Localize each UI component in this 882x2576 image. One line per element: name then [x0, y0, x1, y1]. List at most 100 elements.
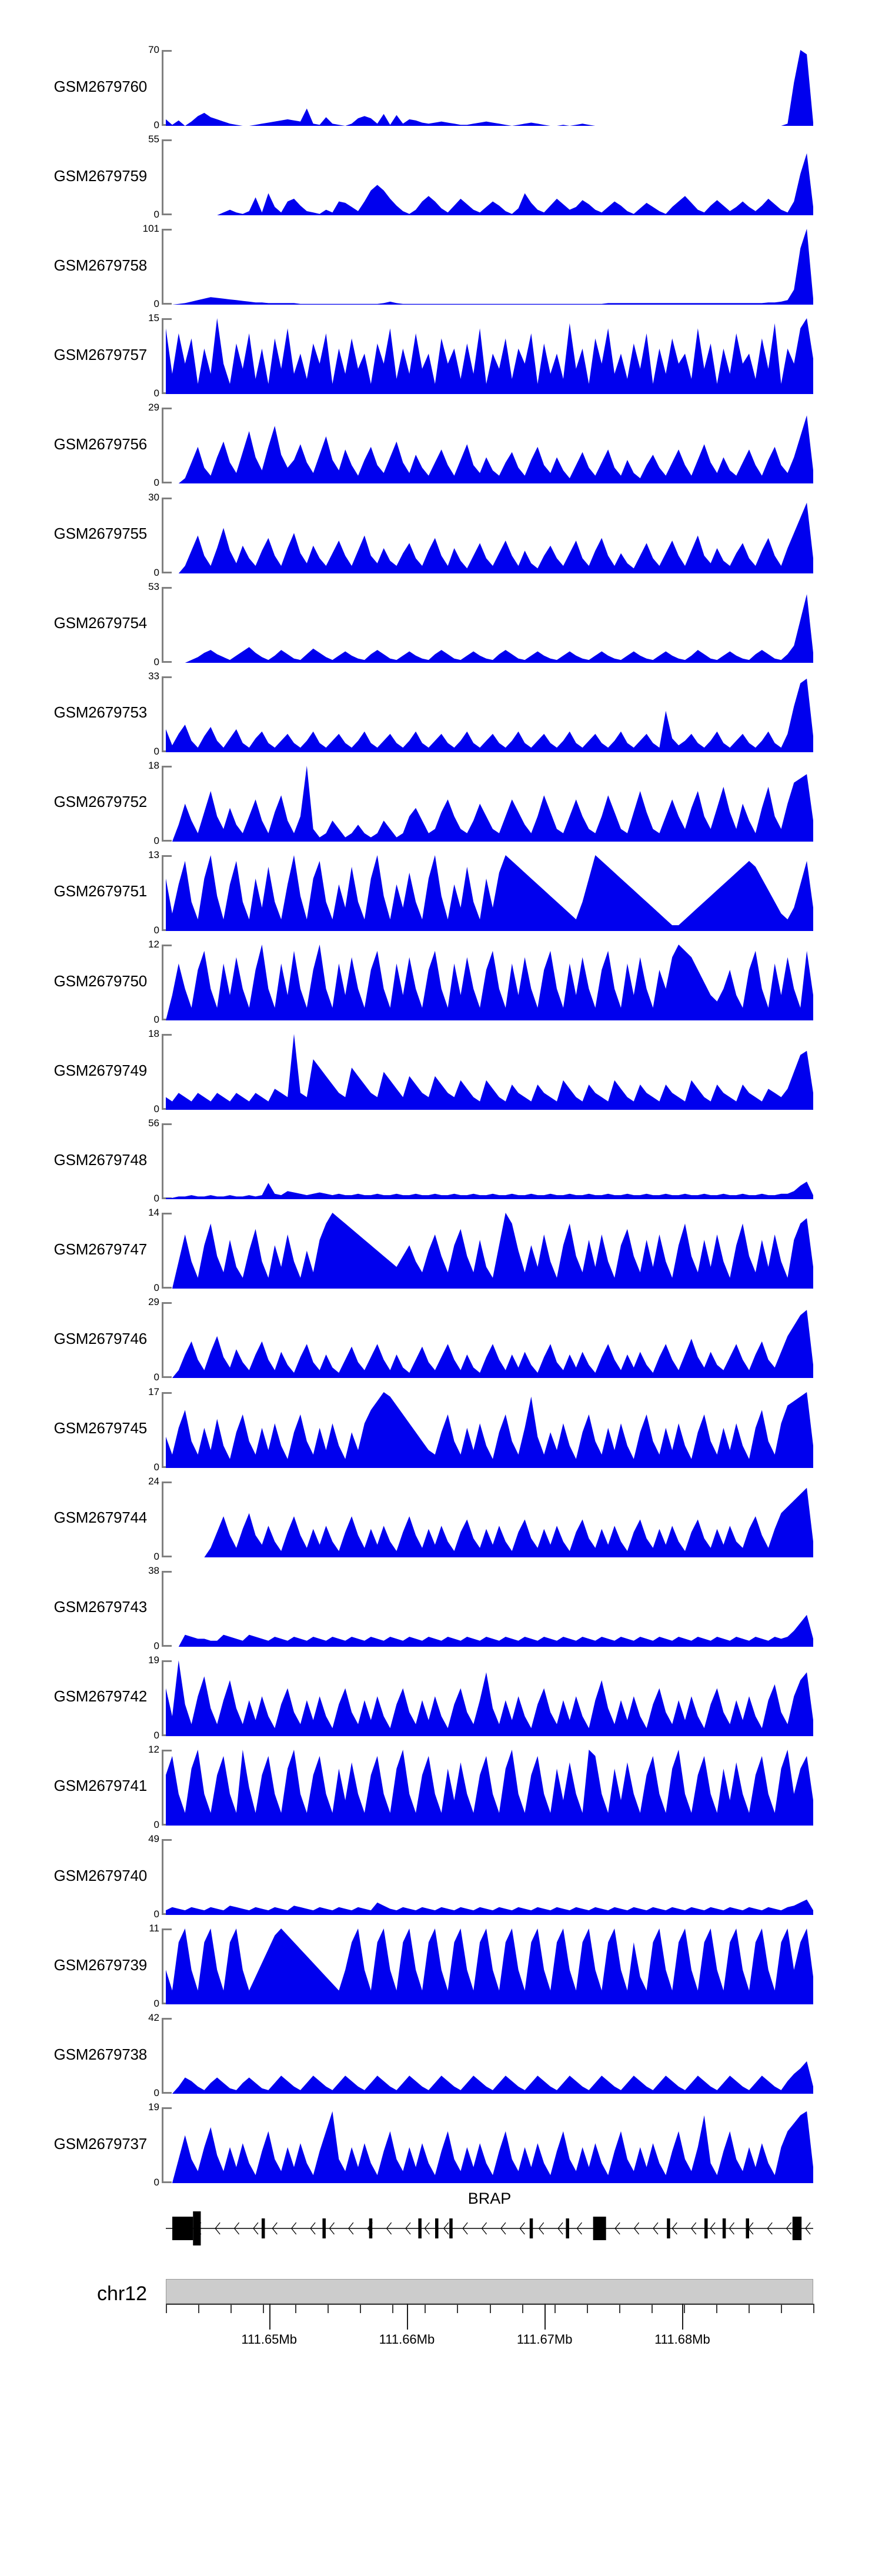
track-sample-label: GSM2679743 [54, 1598, 148, 1616]
y-axis-max-label: 19 [148, 1654, 159, 1666]
y-axis-tick-max [162, 855, 172, 857]
coverage-area [166, 50, 813, 126]
y-axis-max-label: 11 [149, 1923, 159, 1934]
track-sample-label: GSM2679737 [54, 2134, 148, 2153]
y-axis-tick-zero [162, 482, 172, 484]
y-axis-tick-max [162, 1928, 172, 1931]
axis-major-tick [682, 2304, 684, 2330]
track-sample-label: GSM2679741 [54, 1777, 148, 1795]
y-axis-max-label: 33 [148, 670, 159, 682]
y-axis-line [162, 1928, 163, 2005]
chromosome-label: chr12 [96, 2283, 147, 2305]
y-axis-tick-zero [162, 213, 172, 216]
ideogram-bar[interactable] [166, 2279, 813, 2304]
y-axis-line [162, 408, 163, 484]
y-axis-min-label: 0 [153, 924, 159, 936]
y-axis-min-label: 0 [153, 566, 159, 578]
y-axis-tick-max [162, 50, 172, 52]
y-axis-min-label: 0 [153, 2087, 159, 2099]
track-sample-label: GSM2679752 [54, 793, 148, 811]
y-axis-tick-max [162, 945, 172, 946]
y-axis-line [162, 765, 163, 842]
y-axis-max-label: 49 [148, 1833, 159, 1844]
y-axis-line [162, 586, 163, 663]
y-axis-max-label: 53 [148, 580, 159, 592]
coverage-area [166, 139, 813, 216]
y-axis-tick-max [162, 1481, 172, 1483]
track-y-axis: 38 0 [148, 1566, 173, 1651]
y-axis-min-label: 0 [153, 298, 159, 310]
y-axis-max-label: 55 [148, 134, 159, 145]
axis-minor-tick [457, 2304, 459, 2314]
coverage-area [166, 1123, 813, 1200]
track-sample-label: GSM2679757 [54, 345, 148, 363]
track-sample-label: GSM2679749 [54, 1061, 148, 1079]
track-sample-label: GSM2679751 [54, 882, 148, 900]
coverage-area [166, 229, 813, 305]
coverage-area [166, 676, 813, 752]
coverage-area [166, 408, 813, 484]
y-axis-tick-max [162, 1213, 172, 1215]
track-sample-label: GSM2679756 [54, 435, 148, 453]
track-y-axis: 14 0 [148, 1207, 173, 1293]
y-axis-min-label: 0 [153, 1640, 159, 1651]
track-y-axis: 53 0 [148, 582, 173, 667]
y-axis-line [162, 2018, 163, 2094]
coverage-area [166, 1839, 813, 1915]
axis-major-tick [544, 2304, 546, 2330]
gene-model[interactable] [166, 2210, 813, 2247]
y-axis-min-label: 0 [153, 1729, 159, 1741]
coverage-area [166, 765, 813, 842]
axis-minor-tick [651, 2304, 653, 2314]
track-sample-label: GSM2679738 [54, 2045, 148, 2063]
y-axis-min-label: 0 [153, 1282, 159, 1294]
y-axis-tick-max [162, 2107, 172, 2110]
track-sample-label: GSM2679758 [54, 256, 148, 274]
coverage-area [166, 1213, 813, 1289]
track-sample-label: GSM2679754 [54, 614, 148, 632]
y-axis-min-label: 0 [153, 477, 159, 489]
y-axis-line [162, 497, 163, 573]
coverage-area [166, 1392, 813, 1468]
axis-tick-label: 111.65Mb [241, 2332, 297, 2347]
y-axis-tick-max [162, 1034, 172, 1036]
y-axis-line [162, 229, 163, 305]
axis-minor-tick [780, 2304, 782, 2314]
y-axis-line [162, 1660, 163, 1736]
axis-minor-tick [522, 2304, 523, 2314]
y-axis-tick-max [162, 2018, 172, 2020]
axis-minor-tick [489, 2304, 491, 2314]
track-sample-label: GSM2679760 [54, 77, 148, 95]
y-axis-tick-max [162, 765, 172, 768]
y-axis-tick-max [162, 586, 172, 589]
y-axis-max-label: 29 [148, 402, 159, 413]
axis-minor-tick [230, 2304, 232, 2314]
y-axis-min-label: 0 [153, 1908, 159, 1920]
y-axis-tick-zero [162, 1555, 172, 1557]
y-axis-line [162, 1392, 163, 1468]
track-sample-label: GSM2679747 [54, 1240, 148, 1258]
y-axis-min-label: 0 [153, 1014, 159, 1025]
y-axis-line [162, 855, 163, 931]
track-y-axis: 24 0 [148, 1476, 173, 1561]
y-axis-tick-max [162, 318, 172, 321]
axis-minor-tick [619, 2304, 620, 2314]
y-axis-line [162, 1302, 163, 1379]
y-axis-line [162, 50, 163, 126]
y-axis-max-label: 12 [148, 939, 159, 950]
y-axis-line [162, 1570, 163, 1647]
coverage-area [166, 855, 813, 931]
y-axis-min-label: 0 [153, 1998, 159, 2010]
axis-minor-tick [554, 2304, 556, 2314]
y-axis-line [162, 1213, 163, 1289]
y-axis-max-label: 15 [148, 312, 159, 324]
axis-minor-tick [392, 2304, 394, 2314]
y-axis-min-label: 0 [153, 1550, 159, 1562]
track-y-axis: 55 0 [148, 134, 173, 219]
y-axis-max-label: 12 [148, 1743, 159, 1755]
coverage-area [166, 1660, 813, 1736]
axis-tick-label: 111.68Mb [654, 2332, 710, 2347]
track-sample-label: GSM2679753 [54, 703, 148, 722]
coverage-area [166, 945, 813, 1020]
track-sample-label: GSM2679745 [54, 1419, 148, 1437]
